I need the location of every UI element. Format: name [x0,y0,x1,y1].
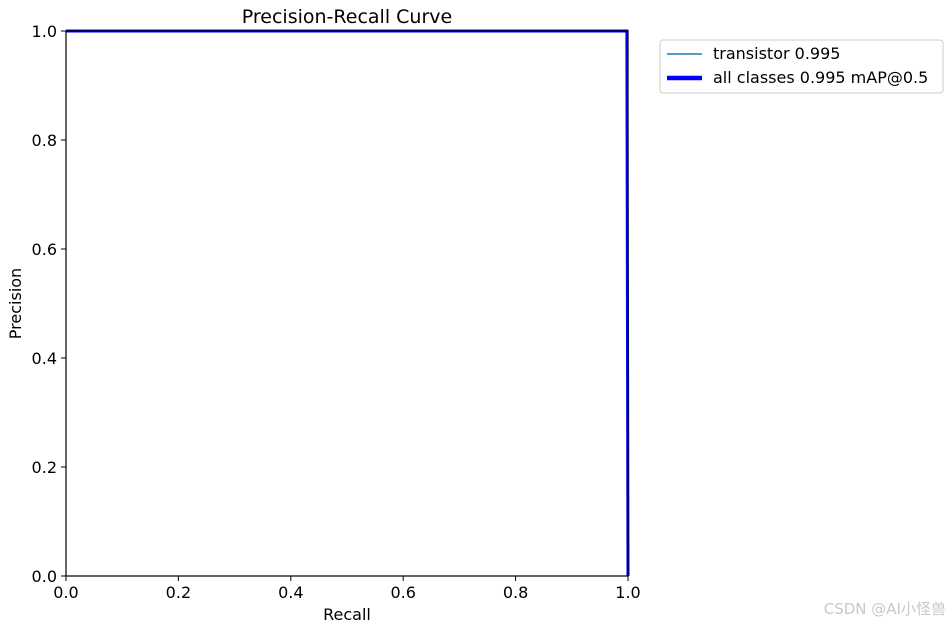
y-tick-label: 0.6 [32,240,57,259]
y-axis-label: Precision [6,268,25,339]
y-tick-label: 0.4 [32,349,57,368]
plot-area [66,29,630,577]
x-tick-label: 0.8 [503,583,528,602]
legend: transistor 0.995 all classes 0.995 mAP@0.… [659,39,944,94]
x-tick-label: 1.0 [615,583,640,602]
y-tick-label: 0.2 [32,458,57,477]
axes-frame [65,30,629,577]
x-tick-label: 0.2 [166,583,191,602]
watermark: CSDN @AI小怪兽 [823,600,946,618]
chart-title: Precision-Recall Curve [242,6,452,28]
legend-box [659,39,944,94]
series-line-transistor [66,30,629,577]
legend-label: transistor 0.995 [713,44,840,63]
legend-label: all classes 0.995 mAP@0.5 [713,68,928,87]
series-line-all-classes [66,29,630,577]
x-tick-label: 0.4 [278,583,303,602]
x-tick-label: 0.0 [53,583,78,602]
x-tick-label: 0.6 [390,583,415,602]
y-tick-label: 1.0 [32,22,57,41]
y-tick-label: 0.8 [32,131,57,150]
y-tick-label: 0.0 [32,567,57,586]
x-axis-label: Recall [323,605,371,624]
y-axis-ticks: 0.0 0.2 0.4 0.6 0.8 1.0 [32,22,66,586]
x-axis-ticks: 0.0 0.2 0.4 0.6 0.8 1.0 [53,576,641,602]
